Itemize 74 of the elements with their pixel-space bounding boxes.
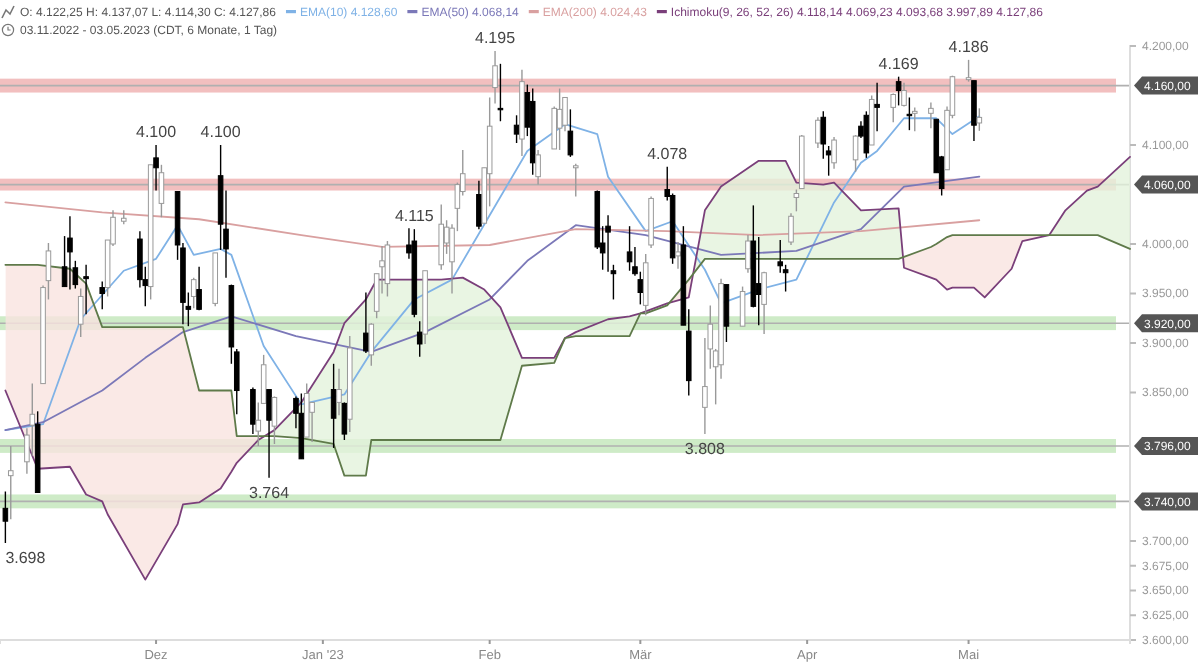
candlestick xyxy=(309,401,315,443)
candlestick xyxy=(77,287,84,338)
annotation: 4.195 xyxy=(475,28,517,47)
candlestick xyxy=(906,96,913,131)
candlestick xyxy=(416,320,423,358)
candlestick xyxy=(336,368,342,416)
candlestick xyxy=(868,94,875,146)
candlestick xyxy=(895,75,902,107)
candlestick xyxy=(911,106,918,132)
candlestick xyxy=(271,395,278,445)
candlestick xyxy=(7,445,14,520)
candlestick xyxy=(233,348,240,415)
candlestick xyxy=(153,144,159,192)
candlestick xyxy=(384,240,391,298)
candlestick xyxy=(158,164,165,218)
candlestick xyxy=(965,59,972,83)
candlestick xyxy=(642,253,649,316)
candlestick xyxy=(341,401,348,441)
candlestick xyxy=(476,179,482,230)
candlestick xyxy=(438,203,445,271)
candlestick xyxy=(723,283,730,343)
candlestick xyxy=(196,266,202,312)
candlestick xyxy=(745,234,751,274)
annotation: 4.100 xyxy=(200,123,242,141)
candlestick xyxy=(250,386,256,435)
annotation: 3.764 xyxy=(249,483,291,502)
candlestick xyxy=(266,388,272,479)
candlestick xyxy=(648,195,654,249)
candlestick xyxy=(363,291,369,354)
candlestick xyxy=(971,79,977,142)
candlestick xyxy=(755,236,762,326)
candlestick xyxy=(330,363,337,449)
candlestick xyxy=(793,188,800,213)
candlestick xyxy=(874,81,880,132)
candlestick xyxy=(890,92,897,123)
candlestick xyxy=(605,214,611,273)
candlestick xyxy=(626,225,633,272)
candlestick xyxy=(788,212,794,246)
candlestick xyxy=(2,490,9,544)
annotation: 4.115 xyxy=(394,207,435,226)
candlestick xyxy=(99,280,106,311)
candlestick xyxy=(83,264,89,315)
annotation: 4.078 xyxy=(647,144,689,163)
annotation: 4.100 xyxy=(136,123,178,141)
annotation: 4.169 xyxy=(878,54,920,73)
candlestick xyxy=(739,285,746,327)
candlestick xyxy=(831,136,837,170)
candlestick xyxy=(815,116,821,149)
annotation: 3.698 xyxy=(5,548,47,567)
candlestick xyxy=(298,392,305,460)
line-series xyxy=(4,234,1131,477)
candlestick xyxy=(567,108,574,158)
candlestick xyxy=(852,134,859,173)
candlestick xyxy=(67,215,73,291)
candlestick xyxy=(675,241,681,270)
candlestick xyxy=(556,87,563,151)
candlestick xyxy=(492,50,498,105)
candlestick xyxy=(820,110,827,160)
candlestick xyxy=(29,382,36,457)
candlestick xyxy=(976,107,983,132)
candlestick xyxy=(303,382,310,438)
candlestick xyxy=(190,276,197,310)
annotation: 3.808 xyxy=(684,440,727,459)
candlestick xyxy=(863,110,870,159)
candlestick xyxy=(535,149,541,186)
candlestick xyxy=(497,63,504,122)
line-series xyxy=(4,175,981,432)
candlestick xyxy=(368,322,375,367)
candlestick xyxy=(513,114,520,144)
candlestick xyxy=(761,271,767,335)
annotation: 4.186 xyxy=(948,37,990,56)
candlestick xyxy=(572,163,579,198)
candlestick xyxy=(928,101,934,129)
candlestick xyxy=(637,271,644,306)
